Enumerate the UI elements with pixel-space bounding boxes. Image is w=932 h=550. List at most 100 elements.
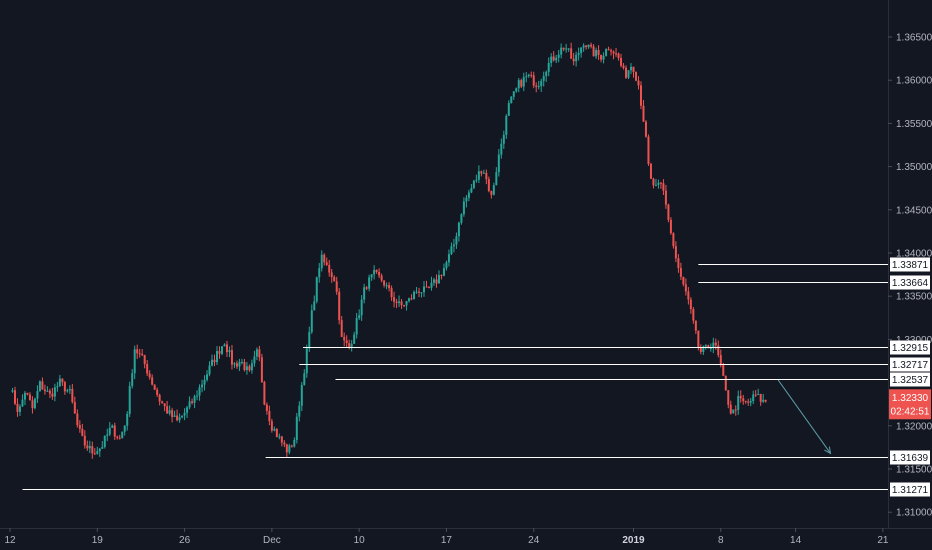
candle-body	[88, 446, 91, 449]
candle-body	[71, 388, 74, 403]
candle-body	[93, 453, 96, 455]
candle-body	[305, 348, 308, 374]
candle	[250, 359, 253, 374]
candle-body	[298, 405, 301, 417]
candle-body	[617, 53, 620, 59]
candle-body	[634, 71, 637, 81]
candle	[218, 346, 221, 359]
candle-body	[275, 429, 278, 437]
candle-body	[143, 355, 146, 364]
candle-body	[704, 345, 707, 347]
projection-arrow-head	[824, 446, 832, 455]
candle-body	[699, 347, 702, 352]
candle	[53, 383, 56, 402]
candle-body	[590, 44, 593, 47]
candle	[487, 176, 490, 193]
candle	[81, 423, 84, 437]
candle	[759, 393, 762, 406]
candle	[220, 346, 223, 356]
candle	[749, 397, 752, 407]
candle-body	[335, 281, 338, 292]
candle-body	[500, 143, 503, 155]
candle-body	[472, 180, 475, 189]
candle	[507, 100, 510, 116]
candle	[492, 182, 495, 196]
candle-body	[76, 413, 79, 426]
candle-body	[764, 399, 767, 402]
candle	[425, 280, 428, 288]
candle-body	[265, 404, 268, 411]
candle-body	[345, 340, 348, 344]
candle-body	[91, 446, 94, 454]
candle	[682, 276, 685, 287]
candle	[385, 282, 388, 290]
candle	[93, 448, 96, 455]
candles-layer	[11, 42, 767, 459]
candle	[375, 269, 378, 274]
candle-body	[245, 366, 248, 370]
candle	[320, 250, 323, 272]
candle	[408, 297, 411, 303]
level-label-box	[890, 450, 930, 465]
candle-body	[754, 394, 757, 396]
candle-body	[181, 415, 184, 418]
candle	[206, 370, 209, 382]
candle-body	[507, 103, 510, 116]
candle	[565, 43, 568, 53]
candle	[101, 441, 104, 450]
candle-body	[338, 291, 341, 321]
candle-body	[330, 272, 333, 278]
candle	[173, 410, 176, 418]
candle	[161, 400, 164, 404]
candle	[747, 398, 750, 406]
candle-body	[460, 214, 463, 223]
candle	[467, 189, 470, 202]
candle-body	[577, 53, 580, 55]
projection-arrow-line[interactable]	[777, 379, 831, 454]
candle	[712, 337, 715, 354]
candle-body	[315, 277, 318, 302]
candle	[380, 273, 383, 283]
candle-body	[46, 390, 49, 392]
candle	[717, 340, 720, 358]
candle	[33, 397, 36, 410]
candle-body	[709, 348, 712, 350]
candle	[580, 47, 583, 58]
candle-body	[649, 163, 652, 179]
candle	[595, 47, 598, 59]
candle	[106, 428, 109, 442]
candle	[742, 394, 745, 405]
candle-body	[630, 66, 633, 71]
candle	[477, 165, 480, 184]
candle-body	[664, 190, 667, 205]
time-axis: 12 19 26 Dec 10 17 24 2019 8 14 21	[4, 528, 889, 546]
candle-body	[587, 44, 590, 48]
candle-body	[532, 75, 535, 86]
candle-body	[118, 437, 121, 439]
candle-body	[270, 421, 273, 431]
candle-body	[462, 201, 465, 215]
candle	[525, 72, 528, 83]
candle	[418, 287, 421, 298]
candle	[659, 181, 662, 189]
candle	[732, 409, 735, 414]
level-label: 1.32915	[890, 340, 930, 355]
candle-body	[470, 188, 473, 193]
candle-body	[465, 197, 468, 202]
horizontal-levels-layer	[22, 264, 888, 490]
candle-body	[98, 448, 101, 452]
candle-body	[430, 282, 433, 288]
y-tick-label: 1.32000	[896, 421, 932, 432]
candle-body	[368, 277, 371, 289]
candle-body	[440, 275, 443, 277]
candle	[136, 344, 139, 360]
candle	[644, 120, 647, 138]
candle-body	[442, 268, 445, 276]
candle-body	[697, 330, 700, 348]
candle	[398, 295, 401, 307]
candle-body	[667, 204, 670, 220]
candle	[413, 290, 416, 300]
candle-body	[570, 48, 573, 59]
candle-body	[657, 182, 660, 185]
candle-body	[527, 74, 530, 77]
